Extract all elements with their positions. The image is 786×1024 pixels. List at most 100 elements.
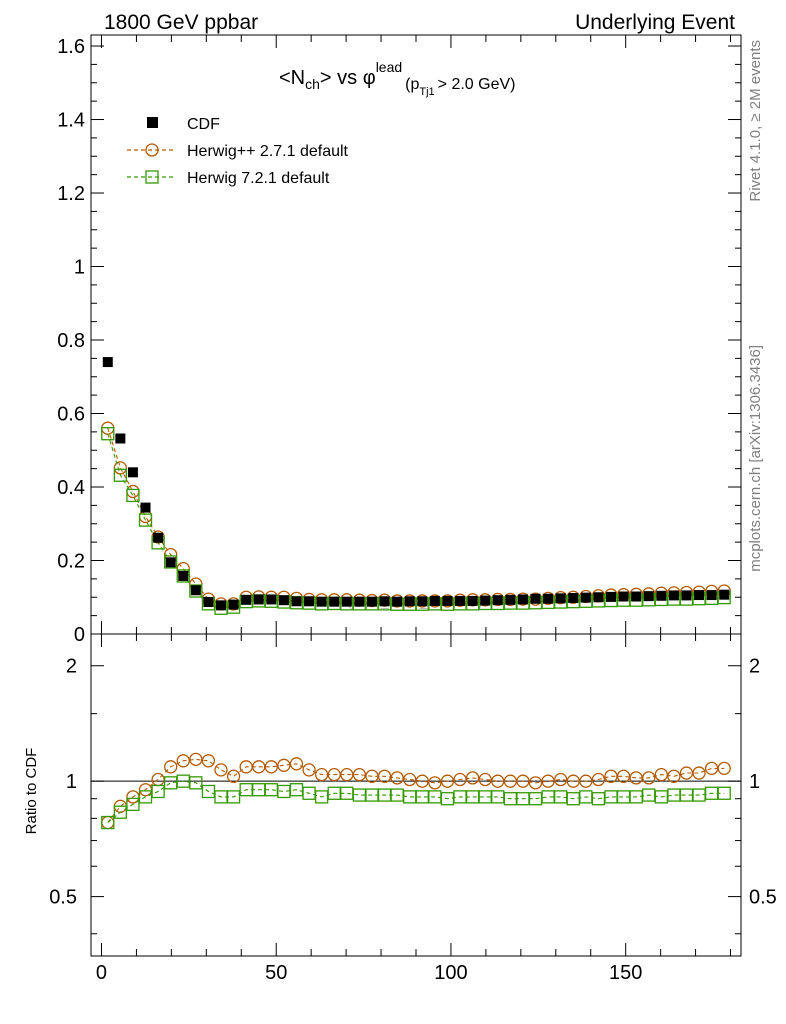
title-ch: ch bbox=[305, 76, 320, 92]
main-herwig-7-2-1-default-point bbox=[113, 468, 128, 482]
main-herwig-7-2-1-default-point bbox=[176, 569, 190, 583]
main-cdf-point bbox=[316, 596, 327, 607]
main-cdf-point bbox=[643, 591, 654, 602]
ratio-ytick-label-right: 2 bbox=[749, 656, 760, 678]
ratio-herwig-7-2-1-default-point bbox=[151, 784, 165, 799]
ratio-herwig-2-7-1-default-point bbox=[642, 771, 656, 785]
ratio-herwig-7-2-1-default-point bbox=[226, 790, 241, 804]
main-ytick-label: 0.8 bbox=[57, 330, 85, 352]
main-cdf-point bbox=[216, 600, 226, 611]
ratio-herwig-2-7-1-default-point bbox=[692, 766, 706, 780]
ratio-herwig-2-7-1-default-point bbox=[453, 772, 467, 787]
title-cut: > 2.0 GeV) bbox=[438, 76, 516, 93]
ratio-herwig-2-7-1-default-point bbox=[226, 769, 241, 783]
ratio-herwig-2-7-1-default-point bbox=[377, 769, 392, 783]
ratio-ytick-label-right: 0.5 bbox=[749, 887, 777, 909]
main-axes: 0 0.2 0.4 0.6 0.8 1 1.2 1.4 1.6 bbox=[57, 35, 741, 646]
main-herwig-2-7-1-default-line bbox=[107, 428, 725, 605]
main-herwig-2-7-1-default-point bbox=[126, 484, 140, 499]
main-cdf-point bbox=[228, 599, 239, 610]
ratio-herwig-2-7-1-default-point bbox=[616, 769, 631, 783]
ratio-herwig-2-7-1-default-point bbox=[440, 774, 455, 788]
main-cdf-point bbox=[127, 467, 138, 478]
title-tj1: Tj1 bbox=[419, 86, 434, 98]
main-cdf-point bbox=[102, 357, 113, 368]
ratio-herwig-2-7-1-default-point bbox=[654, 767, 668, 782]
ratio-ytick-label: 1 bbox=[66, 771, 77, 793]
ratio-herwig-2-7-1-default-point bbox=[214, 763, 228, 777]
main-ytick-label: 0.4 bbox=[57, 477, 85, 499]
title-vs: > vs φ bbox=[320, 67, 376, 89]
main-series-layer bbox=[101, 357, 731, 615]
main-cdf-point bbox=[480, 595, 491, 606]
main-cdf-point bbox=[668, 590, 679, 601]
ratio-herwig-2-7-1-default-point bbox=[201, 754, 216, 768]
main-ytick-label: 1.6 bbox=[57, 36, 85, 58]
main-herwig-7-2-1-default-point bbox=[101, 427, 115, 441]
main-cdf-point bbox=[153, 532, 164, 543]
title-lead: lead bbox=[376, 59, 402, 75]
ratio-herwig-2-7-1-default-point bbox=[164, 760, 178, 774]
ratio-herwig-7-2-1-default-point bbox=[717, 786, 731, 800]
legend-label-herwigpp: Herwig++ 2.7.1 default bbox=[187, 143, 349, 160]
main-cdf-point bbox=[694, 590, 705, 601]
ratio-herwig-2-7-1-default-point bbox=[579, 774, 593, 788]
main-cdf-point bbox=[568, 592, 579, 603]
main-ytick-label: 0.2 bbox=[57, 551, 85, 573]
ratio-herwig-2-7-1-default-point bbox=[465, 771, 480, 785]
main-cdf-point bbox=[467, 595, 478, 606]
main-cdf-point bbox=[241, 594, 252, 605]
ratio-herwig-7-2-1-default-point bbox=[189, 776, 203, 790]
main-ytick-label: 1.2 bbox=[57, 183, 85, 205]
main-cdf-point bbox=[115, 433, 126, 444]
main-cdf-point bbox=[580, 592, 591, 603]
x-tick-labels: 0 50 100 150 bbox=[96, 962, 642, 984]
legend-label-herwig7: Herwig 7.2.1 default bbox=[187, 170, 330, 187]
header-left: 1800 GeV ppbar bbox=[104, 11, 258, 34]
title-main: <N bbox=[279, 67, 305, 89]
main-cdf-point bbox=[517, 594, 528, 605]
header-right: Underlying Event bbox=[575, 11, 735, 34]
main-cdf-point bbox=[429, 595, 440, 606]
ratio-herwig-2-7-1-default-point bbox=[264, 760, 278, 774]
main-ytick-label: 1.4 bbox=[57, 110, 85, 132]
ratio-herwig-2-7-1-default-point bbox=[554, 772, 568, 787]
main-cdf-point bbox=[253, 594, 264, 605]
ratio-herwig-2-7-1-default-point bbox=[528, 776, 543, 790]
main-cdf-point bbox=[593, 592, 604, 603]
ratio-herwig-2-7-1-default-line bbox=[107, 758, 725, 823]
legend-label-cdf: CDF bbox=[187, 116, 220, 133]
ratio-herwig-7-2-1-default-point bbox=[113, 805, 128, 819]
main-cdf-point bbox=[329, 596, 340, 607]
main-cdf-point bbox=[392, 596, 403, 607]
ratio-herwig-2-7-1-default-point bbox=[415, 774, 429, 788]
main-cdf-point bbox=[681, 590, 692, 601]
main-cdf-point bbox=[442, 595, 453, 606]
main-cdf-point bbox=[165, 557, 176, 568]
ratio-herwig-2-7-1-default-point bbox=[101, 815, 115, 830]
main-herwig-7-2-1-default-point bbox=[126, 488, 140, 503]
main-cdf-point bbox=[341, 596, 352, 607]
main-herwig-7-2-1-default-point bbox=[138, 513, 153, 527]
ratio-ytick-label-right: 1 bbox=[749, 771, 760, 793]
ratio-herwig-2-7-1-default-point bbox=[277, 758, 291, 772]
main-cdf-point bbox=[606, 591, 616, 602]
main-cdf-point bbox=[719, 589, 730, 600]
ratio-herwig-2-7-1-default-point bbox=[541, 774, 555, 788]
main-cdf-point bbox=[618, 591, 629, 602]
main-cdf-point bbox=[555, 593, 566, 604]
ratio-herwig-2-7-1-default-point bbox=[302, 763, 316, 777]
xtick-label: 100 bbox=[434, 962, 467, 984]
legend: CDF Herwig++ 2.7.1 default Herwig 7.2.1 … bbox=[127, 116, 349, 187]
main-cdf-point bbox=[417, 596, 428, 607]
legend-marker-herwig7 bbox=[145, 170, 159, 184]
ratio-herwig-2-7-1-default-point bbox=[176, 754, 190, 768]
main-herwig-2-7-1-default-point bbox=[113, 461, 128, 475]
main-cdf-point bbox=[505, 594, 516, 605]
ratio-herwig-7-2-1-default-line bbox=[107, 780, 725, 823]
xtick-label: 150 bbox=[609, 962, 642, 984]
ratio-ytick-label: 0.5 bbox=[49, 887, 77, 909]
legend-marker-cdf bbox=[147, 117, 158, 128]
ratio-herwig-2-7-1-default-point bbox=[352, 767, 367, 782]
